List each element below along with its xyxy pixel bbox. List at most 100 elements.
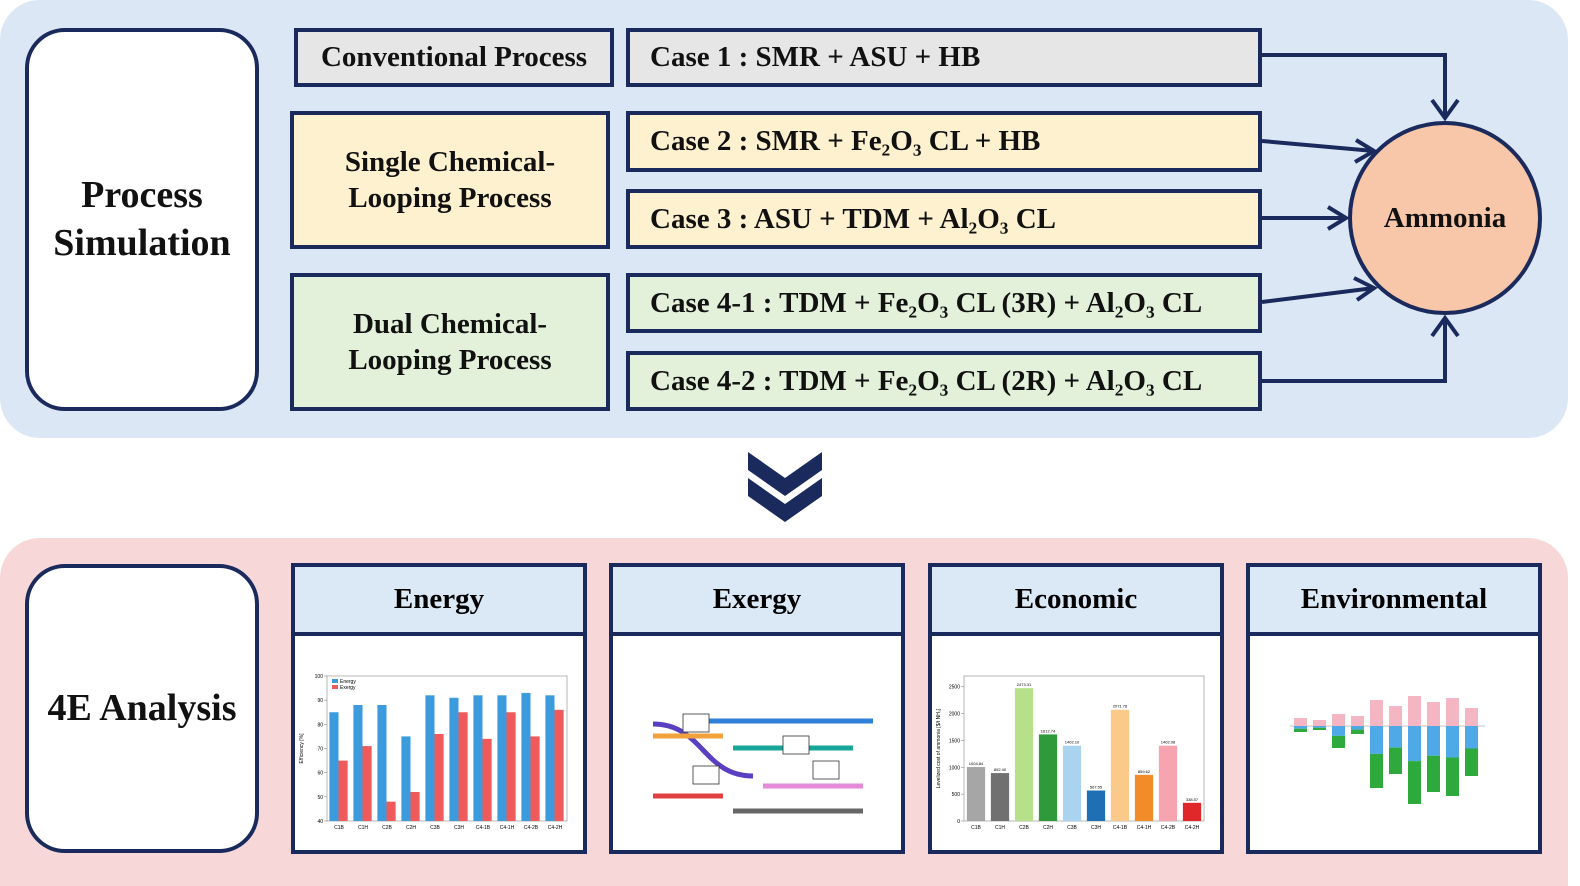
value-label: 567.55 [1090,785,1103,790]
arrows [1261,53,1460,383]
stack-up [1351,716,1364,726]
x-tick-label: C3H [454,825,464,831]
stack-down-b [1427,755,1440,792]
bar [1110,709,1130,821]
bar [362,746,372,821]
y-tick-label: 1000 [949,765,960,771]
stack-down-b [1446,757,1459,796]
panel-title: Economic [928,563,1224,636]
down-chevrons [748,452,822,522]
x-tick-label: C4-2H [1185,825,1200,831]
y-tick-label: 50 [317,795,323,801]
bar [482,738,492,821]
x-tick-label: C3B [430,825,440,831]
analysis-label: 4E Analysis [25,564,259,853]
x-tick-label: C3B [1067,825,1077,831]
legend-label: Energy [340,679,356,685]
panel-title: Exergy [609,563,905,636]
bar [530,736,540,821]
bar [1182,802,1202,821]
stack-down-b [1332,735,1345,748]
bar [554,709,564,821]
stack-down-a [1389,726,1402,748]
case-box: Case 2 : SMR + Fe₂O₃ CL + HB [626,111,1262,172]
x-tick-label: C1H [995,825,1005,831]
x-tick-label: C4-2B [524,825,539,831]
stack-up [1313,720,1326,726]
panel-body: Levelized cost of ammonia [$/t NH₃] 0 500 1… [928,636,1224,854]
panel-body [609,636,905,854]
x-tick-label: C2H [406,825,416,831]
group-box: Conventional Process [294,28,614,87]
y-tick-label: 0 [957,819,960,825]
bar [401,736,411,821]
bar [1134,774,1154,821]
bar [966,767,986,821]
x-tick-label: C4-2H [548,825,563,831]
bar [377,705,387,821]
bar [434,734,444,821]
stack-down-a [1313,726,1326,728]
bar [497,695,507,821]
bar [1086,790,1106,821]
unit-box [682,713,710,733]
stack-down-b [1351,729,1364,734]
unit-box [782,735,810,755]
value-label: 1402.10 [1065,740,1080,745]
stack-up [1408,696,1421,726]
bar [545,695,555,821]
case-box: Case 1 : SMR + ASU + HB [626,28,1262,87]
thumbnail [1290,696,1485,804]
thumbnail: Efficiency [%] 40 50 60 70 80 90 100 C1B C1H C2B C2… [299,674,568,831]
bar [1014,688,1034,821]
y-tick-label: 2000 [949,712,960,718]
group-box: Dual Chemical-Looping Process [290,273,610,411]
x-tick-label: C1B [334,825,344,831]
unit-box [812,760,840,780]
product-node: Ammonia [1348,121,1542,315]
panel-body: Efficiency [%] 40 50 60 70 80 90 100 C1B C1H C2B C2… [291,636,587,854]
x-tick-label: C4-1H [500,825,515,831]
bar [425,695,435,821]
stack-up [1294,718,1307,726]
stack-down-a [1351,726,1364,730]
bar [386,801,396,821]
panel-title: Energy [291,563,587,636]
legend-swatch [332,685,338,689]
value-label: 1004.84 [969,761,984,766]
bar [338,760,348,821]
stack-down-a [1370,726,1383,754]
bar [1062,745,1082,821]
bar [329,712,339,821]
x-tick-label: C1B [971,825,981,831]
y-tick-label: 1500 [949,738,960,744]
x-tick-label: C3H [1091,825,1101,831]
stack-down-b [1294,728,1307,732]
group-box: Single Chemical-Looping Process [290,111,610,249]
y-tick-label: 100 [315,674,324,680]
value-label: 859.62 [1138,769,1151,774]
stack-down-b [1465,748,1478,776]
stack-up [1332,714,1345,726]
stack-up [1427,702,1440,726]
stack-down-b [1370,753,1383,788]
y-tick-label: 60 [317,771,323,777]
x-tick-label: C2B [1019,825,1029,831]
unit-box [692,765,720,785]
legend-swatch [332,679,338,683]
bar [1158,745,1178,821]
value-label: 2071.78 [1113,704,1128,709]
x-tick-label: C1H [358,825,368,831]
panel-title: Environmental [1246,563,1542,636]
case-box: Case 4-2 : TDM + Fe₂O₃ CL (2R) + Al₂O₃ C… [626,351,1262,411]
bar [990,773,1010,821]
value-label: 892.40 [994,767,1007,772]
flow [652,721,754,779]
bar [353,705,363,821]
x-tick-label: C4-1B [476,825,491,831]
bar [449,697,459,821]
bar [1038,734,1058,821]
stack-down-a [1427,726,1440,756]
